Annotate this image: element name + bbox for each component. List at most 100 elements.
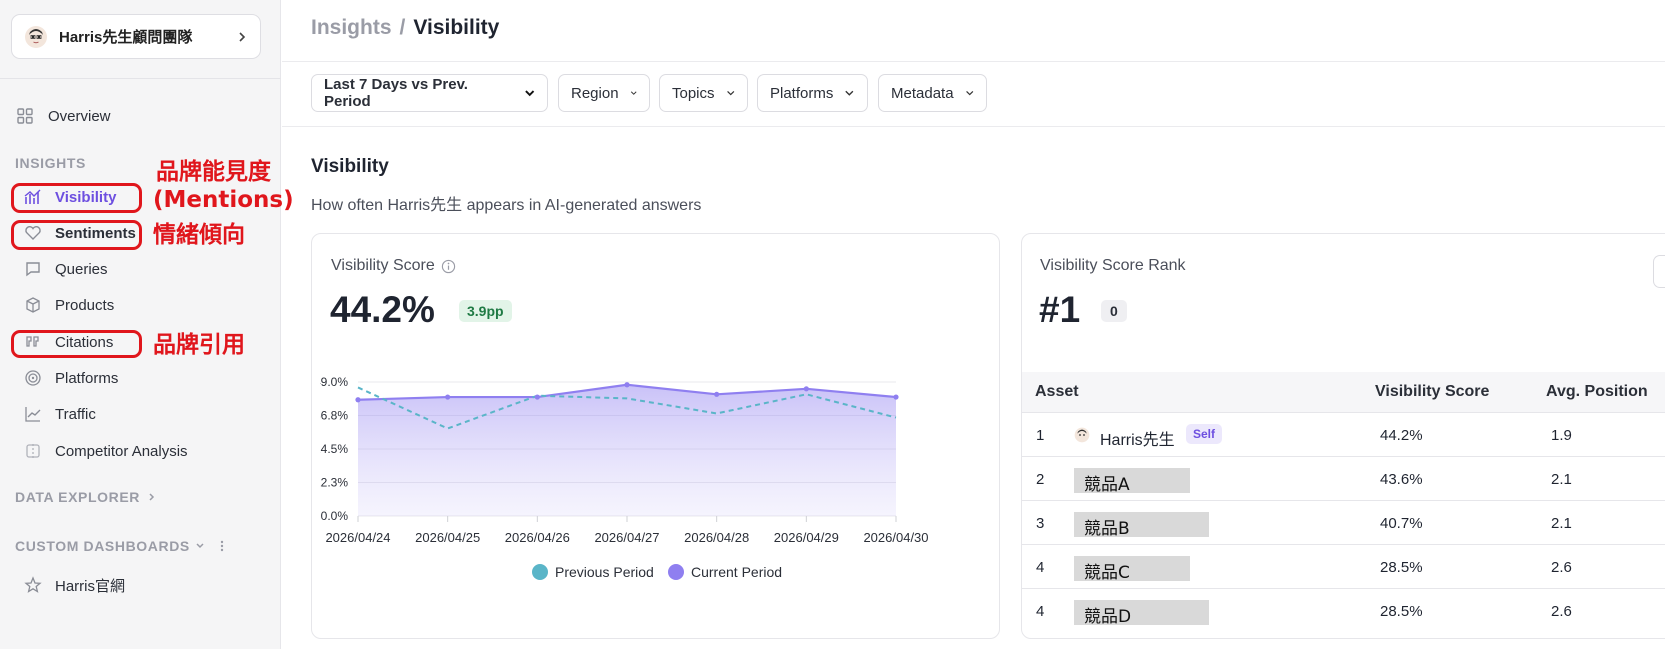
current-period-point xyxy=(624,382,630,388)
y-tick-label: 24.5% xyxy=(320,442,348,456)
legend-label-current: Current Period xyxy=(691,564,782,580)
row-score: 28.5% xyxy=(1380,603,1423,620)
y-tick-label: 36.8% xyxy=(320,409,348,423)
chevron-down-icon xyxy=(845,90,854,96)
metadata-filter-label: Metadata xyxy=(891,84,954,102)
period-filter-label: Last 7 Days vs Prev. Period xyxy=(324,76,468,110)
row-score: 44.2% xyxy=(1380,427,1423,444)
topics-filter-label: Topics xyxy=(672,84,715,102)
column-header-avg-position[interactable]: Avg. Position xyxy=(1546,383,1648,400)
chevron-down-icon xyxy=(965,91,973,96)
x-tick-label: 2026/04/27 xyxy=(594,530,659,545)
table-row[interactable]: 2 競品A 43.6% 2.1 xyxy=(1022,457,1665,501)
row-rank: 1 xyxy=(1036,427,1045,444)
info-icon[interactable] xyxy=(441,259,456,274)
breadcrumb-parent[interactable]: Insights xyxy=(311,16,392,39)
sidebar-item-citations[interactable]: Citations xyxy=(12,327,113,357)
chevron-down-icon xyxy=(630,91,637,95)
current-period-point xyxy=(714,391,720,397)
visibility-rank-title: Visibility Score Rank xyxy=(1040,257,1186,274)
period-filter[interactable]: Last 7 Days vs Prev. Period xyxy=(311,74,548,112)
rank-card-action-button[interactable] xyxy=(1653,255,1665,288)
sidebar-item-products[interactable]: Products xyxy=(12,290,114,320)
sidebar-item-queries[interactable]: Queries xyxy=(12,254,108,284)
legend-swatch-current xyxy=(668,564,684,580)
sidebar-item-label: Traffic xyxy=(55,405,96,423)
filters-divider xyxy=(282,126,1665,127)
x-tick-label: 2026/04/29 xyxy=(774,530,839,545)
trend-icon xyxy=(24,405,42,423)
y-tick-label: 0.0% xyxy=(321,509,349,523)
custom-dashboards-label: CUSTOM DASHBOARDS xyxy=(15,538,190,554)
table-row[interactable]: 3 競品B 40.7% 2.1 xyxy=(1022,501,1665,545)
row-position: 2.6 xyxy=(1551,603,1572,620)
avatar xyxy=(1074,427,1090,443)
sidebar-item-label: Queries xyxy=(55,260,108,278)
chevron-right-icon xyxy=(239,31,246,42)
sidebar-item-label: Platforms xyxy=(55,369,119,387)
visibility-rank-value: #1 xyxy=(1039,289,1081,330)
sidebar-item-overview[interactable]: Overview xyxy=(4,101,111,131)
radar-icon xyxy=(24,369,42,387)
table-row[interactable]: 4 競品C 28.5% 2.6 xyxy=(1022,545,1665,589)
sidebar-item-harris-dashboard[interactable]: Harris官網 xyxy=(12,570,125,600)
sidebar-item-competitor-analysis[interactable]: Competitor Analysis xyxy=(12,436,188,466)
current-period-point xyxy=(445,394,451,400)
chevron-down-icon xyxy=(524,90,534,97)
section-label-custom-dashboards[interactable]: CUSTOM DASHBOARDS xyxy=(15,538,228,554)
box-icon xyxy=(24,296,42,314)
sidebar-item-label: Sentiments xyxy=(55,224,136,242)
current-period-area xyxy=(358,384,896,516)
current-period-point xyxy=(355,397,361,403)
breadcrumb: Insights / Visibility xyxy=(311,16,499,40)
column-header-asset[interactable]: Asset xyxy=(1035,383,1079,400)
region-filter[interactable]: Region xyxy=(558,74,650,112)
compare-icon xyxy=(24,442,42,460)
annotation-visibility-sub: (Mentions) xyxy=(153,187,294,213)
row-position: 2.6 xyxy=(1551,559,1572,576)
x-tick-label: 2026/04/26 xyxy=(505,530,570,545)
team-switcher[interactable]: Harris先生顧問團隊 xyxy=(11,14,261,59)
row-position: 2.1 xyxy=(1551,471,1572,488)
previous-period-line xyxy=(357,386,897,430)
row-score: 40.7% xyxy=(1380,515,1423,532)
more-vertical-icon[interactable] xyxy=(216,539,228,553)
topics-filter[interactable]: Topics xyxy=(659,74,748,112)
row-position: 1.9 xyxy=(1551,427,1572,444)
section-label-data-explorer[interactable]: DATA EXPLORER xyxy=(15,489,158,505)
row-rank: 4 xyxy=(1036,559,1045,576)
sidebar-item-traffic[interactable]: Traffic xyxy=(12,399,96,429)
x-tick-label: 2026/04/28 xyxy=(684,530,749,545)
visibility-score-value: 44.2% xyxy=(330,289,435,330)
row-asset: 競品D xyxy=(1074,600,1209,627)
annotation-sentiments: 情緒傾向 xyxy=(153,222,245,248)
sidebar-divider xyxy=(0,78,281,79)
sidebar: Harris先生顧問團隊 Overview INSIGHTS Visibilit… xyxy=(0,0,281,649)
row-score: 43.6% xyxy=(1380,471,1423,488)
current-period-point xyxy=(803,386,809,392)
row-rank: 3 xyxy=(1036,515,1045,532)
table-row[interactable]: 1 Harris先生 Self 44.2% 1.9 xyxy=(1022,413,1665,457)
metadata-filter[interactable]: Metadata xyxy=(878,74,987,112)
row-rank: 2 xyxy=(1036,471,1045,488)
section-title: Visibility xyxy=(311,156,389,177)
legend-label-previous: Previous Period xyxy=(555,564,654,580)
section-subtitle: How often Harris先生 appears in AI-generat… xyxy=(311,197,702,214)
header-divider xyxy=(282,61,1665,62)
sidebar-item-sentiments[interactable]: Sentiments xyxy=(12,218,136,248)
column-header-visibility-score[interactable]: Visibility Score xyxy=(1375,383,1490,400)
sidebar-item-platforms[interactable]: Platforms xyxy=(12,363,118,393)
sidebar-item-label: Visibility xyxy=(55,188,117,206)
row-asset: 競品A xyxy=(1074,468,1190,495)
sidebar-item-label: Citations xyxy=(55,333,114,351)
row-position: 2.1 xyxy=(1551,515,1572,532)
table-row[interactable]: 4 競品D 28.5% 2.6 xyxy=(1022,589,1665,633)
sidebar-item-visibility[interactable]: Visibility xyxy=(12,182,116,212)
row-asset: Harris先生 xyxy=(1100,432,1175,449)
platforms-filter[interactable]: Platforms xyxy=(757,74,868,112)
message-icon xyxy=(24,260,42,278)
avatar xyxy=(25,25,47,48)
y-tick-label: 49.0% xyxy=(320,375,348,389)
sidebar-item-label: Products xyxy=(55,296,115,314)
current-period-point xyxy=(893,394,899,400)
